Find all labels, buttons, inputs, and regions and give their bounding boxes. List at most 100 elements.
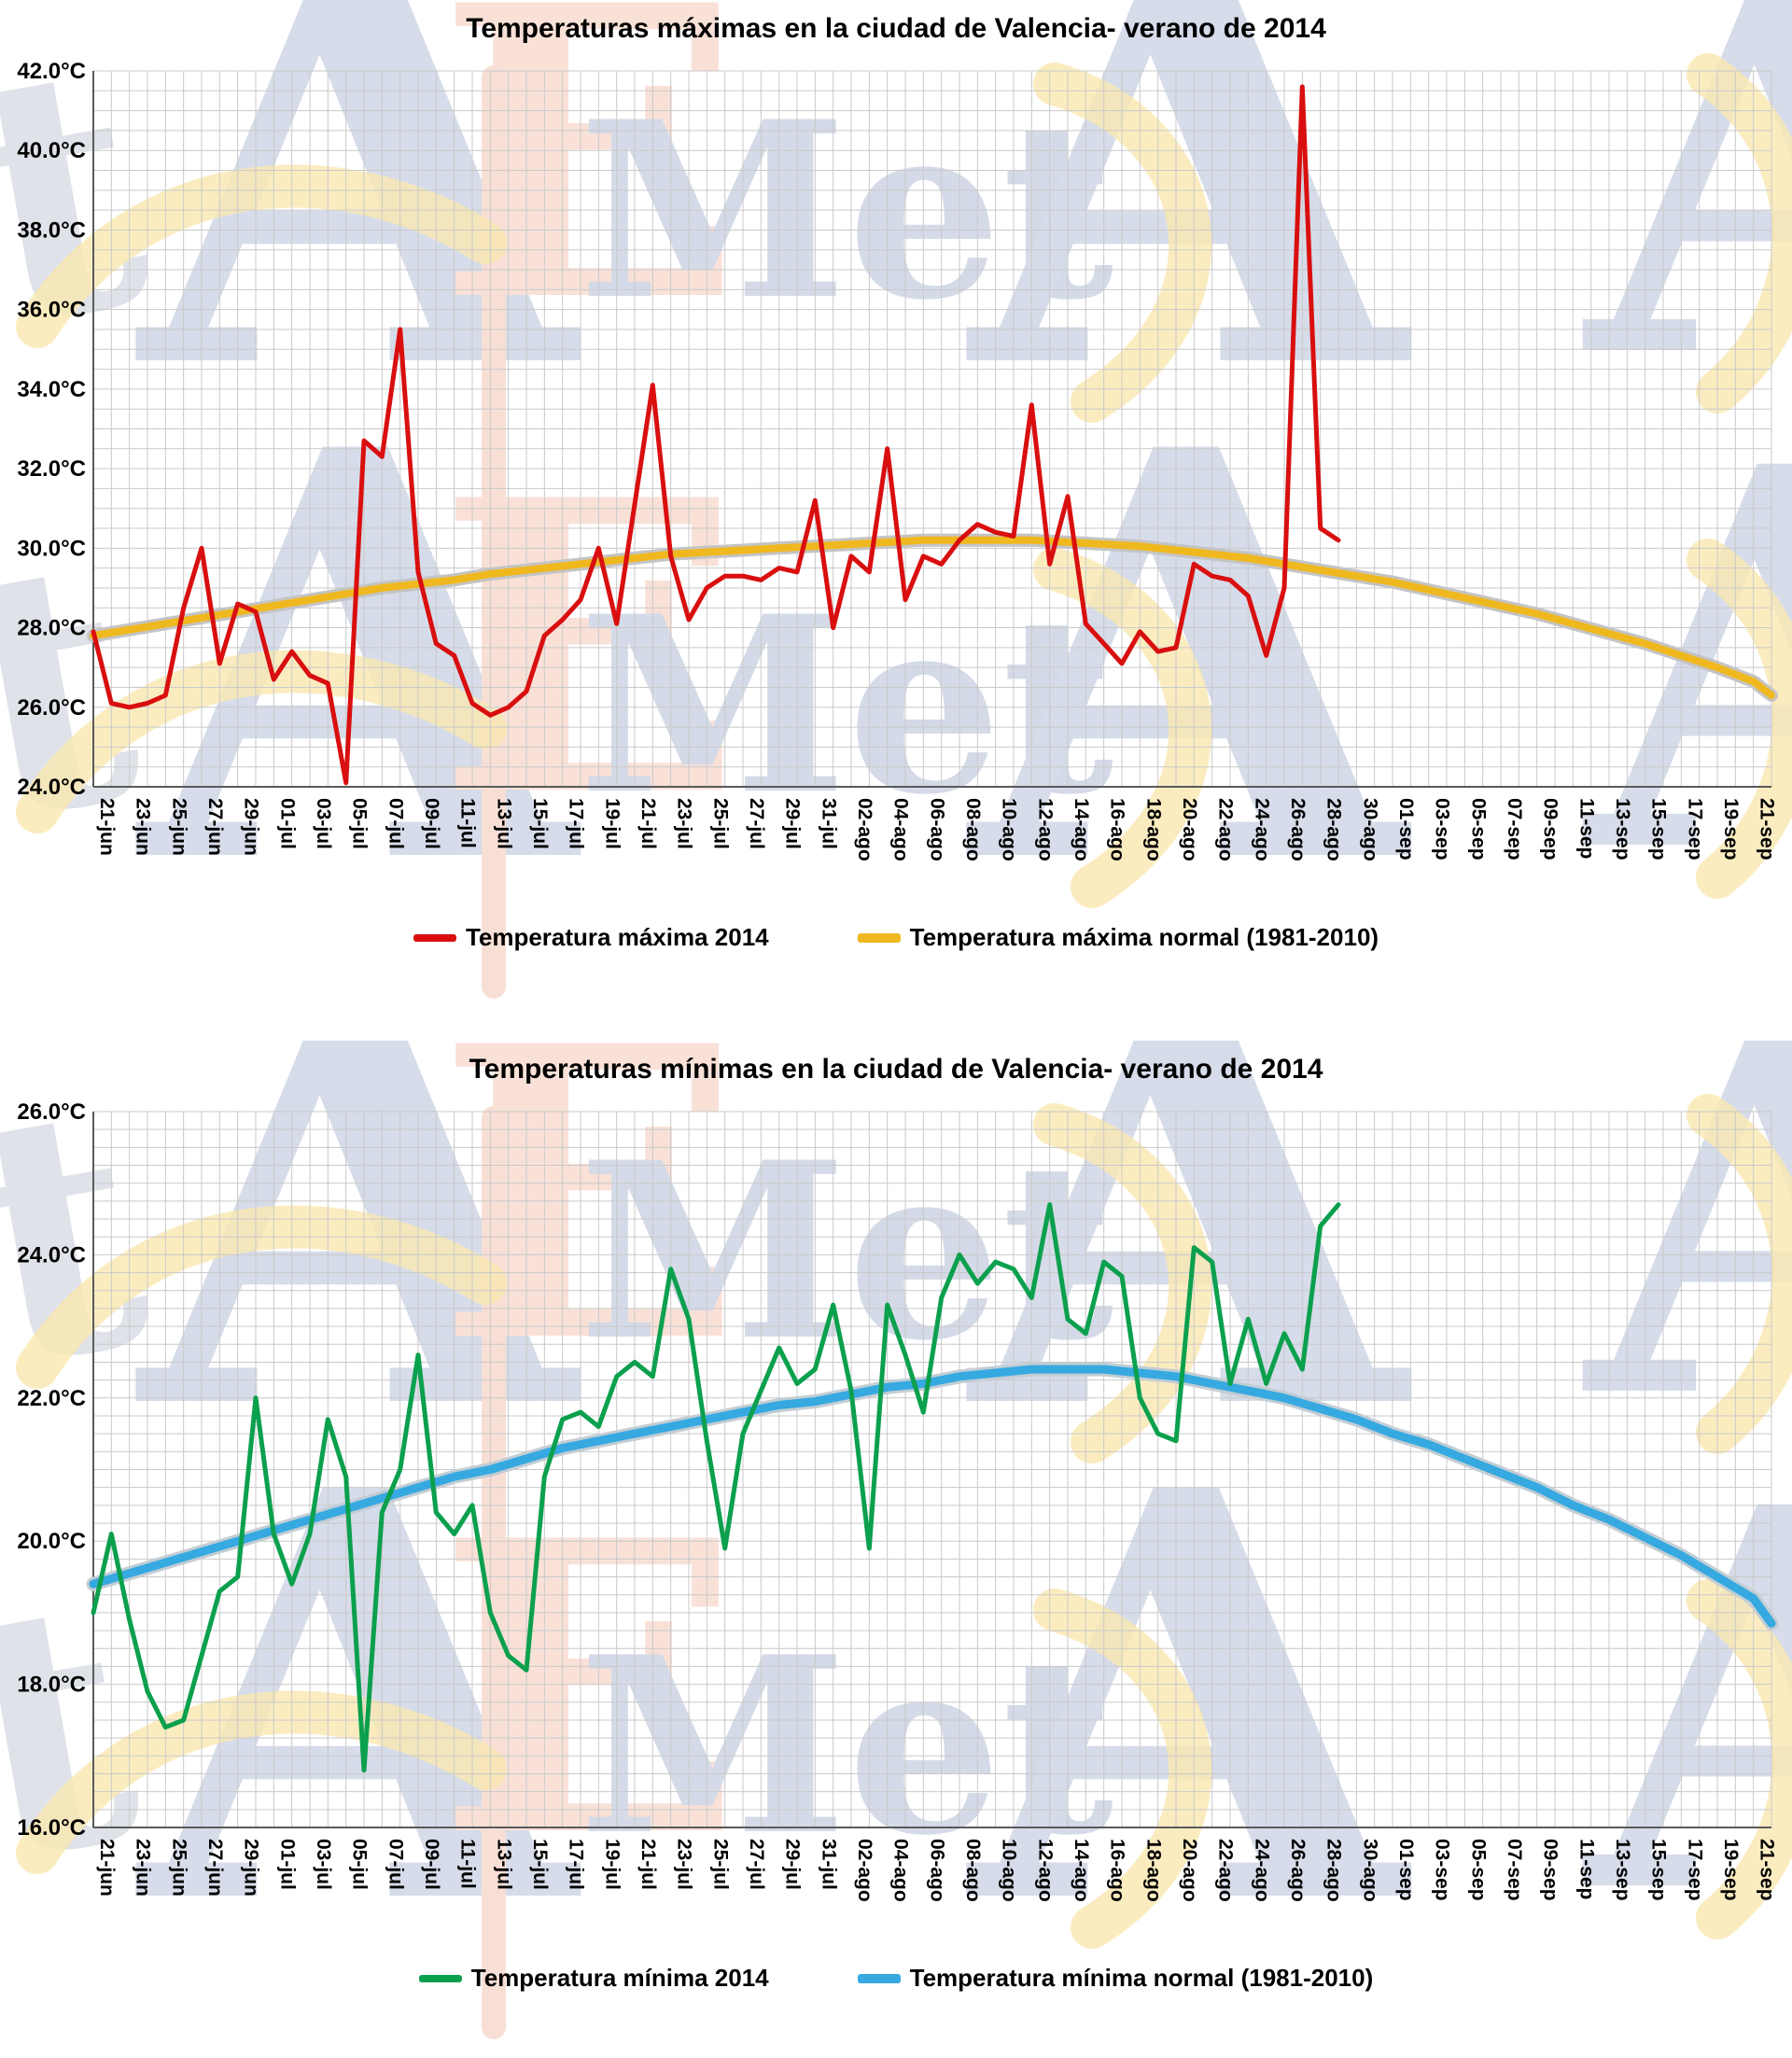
svg-text:23-jun: 23-jun	[133, 798, 154, 856]
legend-line-swatch	[418, 1974, 462, 1982]
x-axis-labels: 21-jun 23-jun 25-jun 27-jun 29-jun 01-jul 03-j…	[96, 1839, 1778, 1902]
svg-text:25-jun: 25-jun	[168, 1839, 189, 1897]
svg-text:07-sep: 07-sep	[1504, 1839, 1525, 1901]
svg-text:09-sep: 09-sep	[1540, 798, 1561, 861]
svg-text:30.0°C: 30.0°C	[17, 536, 86, 561]
svg-text:07-sep: 07-sep	[1504, 798, 1525, 861]
svg-text:18.0°C: 18.0°C	[17, 1673, 86, 1698]
svg-text:22.0°C: 22.0°C	[17, 1386, 86, 1411]
svg-text:16.0°C: 16.0°C	[17, 1815, 86, 1841]
y-axis-labels: 16.0°C 18.0°C 20.0°C 22.0°C 24.0°C 26.0°C	[17, 1099, 86, 1841]
max-chart-title: Temperaturas máximas en la ciudad de Val…	[466, 13, 1326, 44]
svg-text:23-jul: 23-jul	[674, 1839, 695, 1890]
svg-text:02-ago: 02-ago	[854, 798, 875, 861]
svg-text:21-sep: 21-sep	[1757, 1839, 1778, 1901]
watermark-letter: Met	[579, 1110, 1114, 1394]
svg-text:07-jul: 07-jul	[385, 1839, 406, 1890]
svg-text:40.0°C: 40.0°C	[17, 138, 86, 163]
legend-line-swatch	[413, 933, 456, 942]
svg-text:26.0°C: 26.0°C	[17, 695, 86, 721]
svg-text:13-sep: 13-sep	[1612, 798, 1633, 861]
watermark-bar	[482, 65, 506, 644]
max-chart-legend: Temperatura máxima 2014 Temperatura máxim…	[0, 923, 1792, 952]
svg-text:21-jun: 21-jun	[96, 1839, 118, 1897]
svg-text:25-jun: 25-jun	[168, 798, 189, 856]
svg-text:15-sep: 15-sep	[1648, 798, 1670, 861]
svg-text:18-ago: 18-ago	[1142, 1839, 1164, 1902]
svg-text:17-jul: 17-jul	[566, 798, 587, 849]
svg-text:29-jun: 29-jun	[241, 1839, 262, 1897]
gridlines	[92, 70, 1772, 788]
panel-separator	[0, 1017, 1792, 1041]
svg-text:13-jul: 13-jul	[493, 1839, 514, 1890]
gridlines	[92, 1111, 1772, 1828]
legend-label: Temperatura máxima 2014	[465, 923, 769, 951]
svg-text:42.0°C: 42.0°C	[17, 59, 86, 84]
svg-text:09-jul: 09-jul	[421, 1839, 442, 1890]
svg-text:26-ago: 26-ago	[1287, 798, 1309, 861]
svg-text:05-sep: 05-sep	[1467, 1839, 1489, 1901]
svg-text:21-jun: 21-jun	[96, 798, 118, 856]
svg-text:10-ago: 10-ago	[999, 798, 1020, 861]
max-temp-plot: 24.0°C 26.0°C 28.0°C 30.0°C 32.0°C 34.0°C 36.0…	[17, 59, 1778, 861]
svg-text:13-sep: 13-sep	[1612, 1839, 1633, 1901]
svg-text:12-ago: 12-ago	[1034, 1839, 1056, 1902]
svg-text:16-ago: 16-ago	[1107, 1839, 1128, 1902]
svg-text:11-jul: 11-jul	[457, 798, 479, 848]
svg-text:14-ago: 14-ago	[1071, 798, 1092, 861]
svg-text:11-sep: 11-sep	[1575, 798, 1597, 859]
svg-text:21-sep: 21-sep	[1757, 798, 1778, 861]
svg-text:19-sep: 19-sep	[1720, 1839, 1742, 1901]
svg-text:26.0°C: 26.0°C	[17, 1099, 86, 1125]
svg-text:01-jul: 01-jul	[276, 798, 298, 849]
min-chart-title: Temperaturas mínimas en la ciudad de Val…	[469, 1054, 1323, 1085]
svg-text:05-jul: 05-jul	[349, 1839, 371, 1890]
legend-item: Temperatura máxima normal (1981-2010)	[857, 923, 1379, 952]
watermark-swoosh-arcs	[16, 1094, 1792, 1949]
legend-label: Temperatura mínima normal (1981-2010)	[909, 1964, 1374, 1992]
svg-text:25-jul: 25-jul	[709, 798, 731, 849]
legend-label: Temperatura mínima 2014	[470, 1964, 769, 1992]
svg-text:31-jul: 31-jul	[818, 1839, 839, 1890]
svg-text:34.0°C: 34.0°C	[17, 377, 86, 402]
axes	[92, 71, 1771, 788]
svg-text:24-ago: 24-ago	[1251, 798, 1272, 861]
min-chart-legend: Temperatura mínima 2014 Temperatura mínim…	[0, 1964, 1792, 1993]
svg-text:06-ago: 06-ago	[926, 1839, 947, 1902]
watermark-letter: A	[971, 0, 1406, 493]
svg-text:29-jul: 29-jul	[782, 798, 804, 849]
svg-text:20.0°C: 20.0°C	[17, 1529, 86, 1554]
series-lines	[86, 1202, 1779, 1773]
svg-text:08-ago: 08-ago	[962, 1839, 984, 1902]
svg-text:28.0°C: 28.0°C	[17, 616, 86, 641]
svg-text:38.0°C: 38.0°C	[17, 217, 86, 243]
svg-text:29-jun: 29-jun	[241, 798, 262, 856]
svg-text:21-jul: 21-jul	[637, 1839, 659, 1890]
watermark-letter: A	[971, 1370, 1406, 2028]
min-temp-plot: 16.0°C 18.0°C 20.0°C 22.0°C 24.0°C 26.0°C 21-j…	[17, 1099, 1779, 1902]
svg-text:17-sep: 17-sep	[1684, 798, 1705, 861]
svg-text:11-jul: 11-jul	[457, 1839, 479, 1889]
y-axis-labels: 24.0°C 26.0°C 28.0°C 30.0°C 32.0°C 34.0°C 36.0…	[17, 59, 86, 800]
x-axis-labels: 21-jun 23-jun 25-jun 27-jun 29-jun 01-jul 03-j…	[96, 798, 1778, 861]
legend-item: Temperatura mínima 2014	[418, 1964, 769, 1993]
legend-item: Temperatura máxima 2014	[413, 923, 769, 952]
svg-text:28-ago: 28-ago	[1323, 1839, 1345, 1902]
svg-text:15-jul: 15-jul	[529, 798, 551, 849]
svg-text:24.0°C: 24.0°C	[17, 1242, 86, 1267]
svg-text:03-jul: 03-jul	[313, 798, 334, 849]
svg-text:23-jun: 23-jun	[133, 1839, 154, 1897]
svg-text:30-ago: 30-ago	[1359, 798, 1380, 861]
svg-text:23-jul: 23-jul	[674, 798, 695, 849]
svg-text:12-ago: 12-ago	[1034, 798, 1056, 861]
svg-text:01-sep: 01-sep	[1395, 1839, 1417, 1901]
svg-text:04-ago: 04-ago	[890, 798, 912, 861]
svg-text:19-sep: 19-sep	[1720, 798, 1742, 861]
svg-text:27-jun: 27-jun	[204, 798, 226, 856]
svg-text:06-ago: 06-ago	[926, 798, 947, 861]
svg-text:08-ago: 08-ago	[962, 798, 984, 861]
